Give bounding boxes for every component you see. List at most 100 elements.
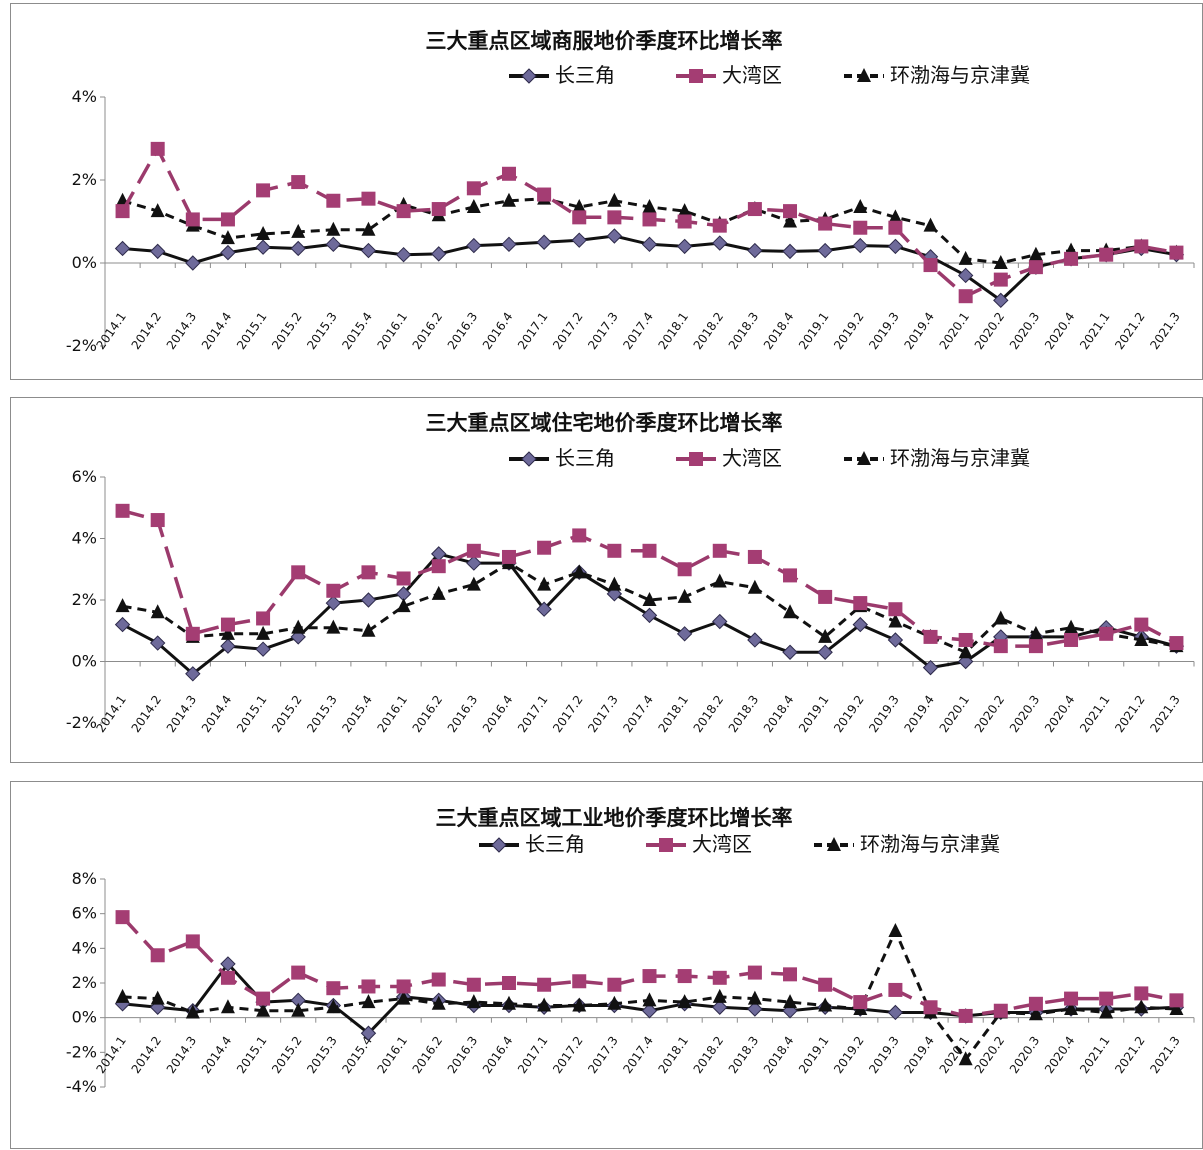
x-tick-label: 2020.2 bbox=[972, 1034, 1008, 1076]
data-point bbox=[256, 991, 271, 1006]
data-point bbox=[256, 225, 271, 240]
x-tick-label: 2014.4 bbox=[199, 1034, 235, 1076]
y-tick-label: 2% bbox=[72, 973, 97, 992]
data-point bbox=[958, 632, 973, 647]
x-tick-label: 2018.3 bbox=[726, 1034, 762, 1076]
data-point bbox=[431, 972, 446, 987]
data-point bbox=[641, 1003, 658, 1019]
data-point bbox=[466, 237, 482, 254]
y-axis: -4% -2% 0% 2% 4% 6% 8% bbox=[66, 869, 106, 1096]
y-tick-label: 8% bbox=[72, 869, 97, 888]
legend-label-0: 长三角 bbox=[555, 63, 615, 87]
legend-marker-0 bbox=[521, 451, 537, 467]
data-point bbox=[607, 977, 622, 992]
data-point bbox=[571, 232, 587, 248]
data-point bbox=[607, 995, 622, 1010]
data-point bbox=[256, 625, 271, 640]
y-tick-label: 0% bbox=[72, 652, 97, 671]
data-point bbox=[818, 997, 833, 1012]
data-point bbox=[607, 210, 622, 225]
data-point bbox=[888, 220, 903, 235]
x-tick-label: 2016.2 bbox=[410, 1034, 446, 1076]
legend-label-2: 环渤海与京津冀 bbox=[890, 63, 1030, 87]
x-tick-label: 2019.1 bbox=[796, 310, 832, 352]
x-tick-label: 2014.3 bbox=[164, 1034, 200, 1076]
x-tick-label: 2016.4 bbox=[480, 310, 516, 352]
data-point bbox=[1134, 631, 1149, 646]
y-tick-label: -2% bbox=[66, 1042, 97, 1061]
data-point bbox=[1099, 1004, 1114, 1019]
data-point bbox=[817, 242, 833, 259]
data-point bbox=[606, 228, 623, 244]
data-point bbox=[782, 644, 798, 660]
data-point bbox=[642, 198, 657, 213]
y-tick-label: 2% bbox=[72, 590, 97, 609]
residential-land-price-chart: 三大重点区域住宅地价季度环比增长率 长三角 大湾区 环渤海与京津冀 -2% 0% 2% 4% 6… bbox=[10, 397, 1203, 763]
data-point bbox=[783, 994, 798, 1009]
data-point bbox=[360, 1025, 377, 1041]
data-point bbox=[1064, 619, 1079, 634]
x-tick-label: 2021.1 bbox=[1077, 310, 1113, 352]
x-tick-label: 2019.3 bbox=[866, 1034, 902, 1076]
data-point bbox=[642, 969, 657, 984]
data-point bbox=[1169, 1001, 1184, 1015]
data-point bbox=[853, 596, 868, 611]
data-point bbox=[537, 977, 552, 992]
data-point bbox=[818, 628, 833, 643]
data-point bbox=[1028, 625, 1043, 640]
x-tick-label: 2014.4 bbox=[199, 693, 235, 735]
data-point bbox=[256, 183, 271, 198]
data-point bbox=[677, 203, 692, 218]
x-tick-label: 2014.3 bbox=[164, 693, 200, 735]
data-point bbox=[782, 243, 798, 260]
x-tick-label: 2016.2 bbox=[410, 310, 446, 352]
legend-marker-1 bbox=[689, 452, 703, 466]
x-tick-label: 2016.3 bbox=[445, 693, 481, 735]
data-point bbox=[466, 543, 481, 558]
data-point bbox=[642, 212, 657, 227]
data-point bbox=[431, 559, 446, 574]
y-tick-label: 4% bbox=[72, 529, 97, 548]
data-point bbox=[466, 576, 481, 591]
data-point bbox=[255, 641, 271, 657]
data-point bbox=[466, 181, 481, 196]
data-point bbox=[361, 221, 376, 236]
data-point bbox=[291, 175, 306, 190]
data-point bbox=[607, 192, 622, 207]
x-tick-label: 2021.1 bbox=[1077, 693, 1113, 735]
data-point bbox=[853, 220, 868, 235]
data-point bbox=[150, 948, 165, 963]
x-tick-label: 2016.3 bbox=[445, 310, 481, 352]
data-point bbox=[607, 576, 622, 591]
data-point bbox=[888, 209, 903, 224]
x-tick-label: 2016.1 bbox=[374, 693, 410, 735]
x-tick-label: 2014.2 bbox=[129, 310, 165, 352]
data-point bbox=[255, 239, 271, 255]
data-point bbox=[466, 994, 481, 1009]
data-point bbox=[291, 565, 306, 580]
y-tick-label: 6% bbox=[72, 904, 97, 923]
x-axis-labels: 2014.1 2014.2 2014.3 2014.4 2015.1 2015.2 2015… bbox=[93, 693, 1182, 735]
data-point bbox=[256, 611, 271, 626]
x-tick-label: 2015.1 bbox=[234, 1034, 270, 1076]
data-point bbox=[817, 644, 833, 660]
data-point bbox=[747, 632, 763, 648]
data-point bbox=[325, 236, 342, 253]
data-point bbox=[185, 1004, 200, 1019]
series-1 bbox=[115, 141, 1184, 304]
x-tick-label: 2019.4 bbox=[901, 310, 937, 352]
data-point bbox=[677, 562, 692, 577]
data-point bbox=[853, 198, 868, 213]
data-point bbox=[396, 204, 411, 219]
x-tick-label: 2019.4 bbox=[901, 693, 937, 735]
x-tick-label: 2019.3 bbox=[866, 310, 902, 352]
x-tick-label: 2018.2 bbox=[691, 1034, 727, 1076]
x-tick-label: 2018.3 bbox=[726, 310, 762, 352]
data-point bbox=[220, 999, 235, 1014]
x-tick-label: 2020.1 bbox=[937, 310, 973, 352]
x-tick-label: 2015.3 bbox=[304, 693, 340, 735]
data-point bbox=[537, 187, 552, 202]
data-point bbox=[185, 626, 200, 641]
data-point bbox=[325, 595, 342, 611]
x-tick-label: 2018.4 bbox=[761, 310, 797, 352]
